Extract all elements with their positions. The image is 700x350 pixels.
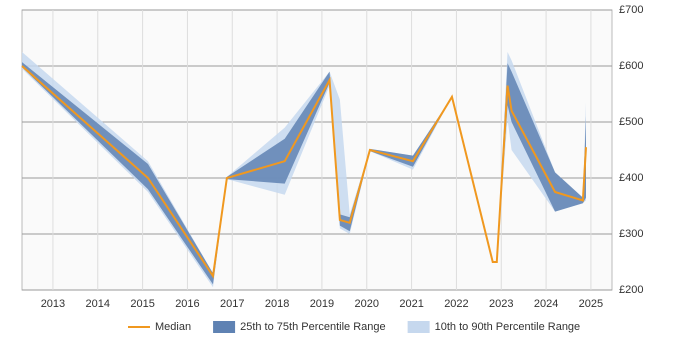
x-tick-label: 2022 xyxy=(444,298,468,310)
y-tick-label: £600 xyxy=(619,60,643,72)
legend-swatch xyxy=(213,321,236,333)
x-tick-label: 2019 xyxy=(310,298,334,310)
x-tick-label: 2025 xyxy=(579,298,603,310)
median-line xyxy=(21,65,587,279)
x-tick-label: 2017 xyxy=(220,298,244,310)
x-tick-label: 2015 xyxy=(130,298,154,310)
x-tick-label: 2014 xyxy=(86,298,110,310)
legend-label: 25th to 75th Percentile Range xyxy=(240,321,386,333)
y-tick-label: £500 xyxy=(619,116,643,128)
x-tick-label: 2016 xyxy=(175,298,199,310)
x-tick-label: 2020 xyxy=(355,298,379,310)
legend-label: 10th to 90th Percentile Range xyxy=(435,321,581,333)
legend-swatch xyxy=(407,321,430,333)
percentile-band xyxy=(22,62,586,285)
y-tick-label: £200 xyxy=(619,284,643,296)
x-tick-label: 2024 xyxy=(534,298,558,310)
x-tick-label: 2013 xyxy=(41,298,65,310)
x-tick-label: 2023 xyxy=(489,298,513,310)
y-tick-label: £300 xyxy=(619,228,643,240)
x-tick-label: 2018 xyxy=(265,298,289,310)
y-tick-label: £700 xyxy=(619,4,643,16)
y-tick-label: £400 xyxy=(619,172,643,184)
legend-label: Median xyxy=(155,321,191,333)
x-tick-label: 2021 xyxy=(399,298,423,310)
